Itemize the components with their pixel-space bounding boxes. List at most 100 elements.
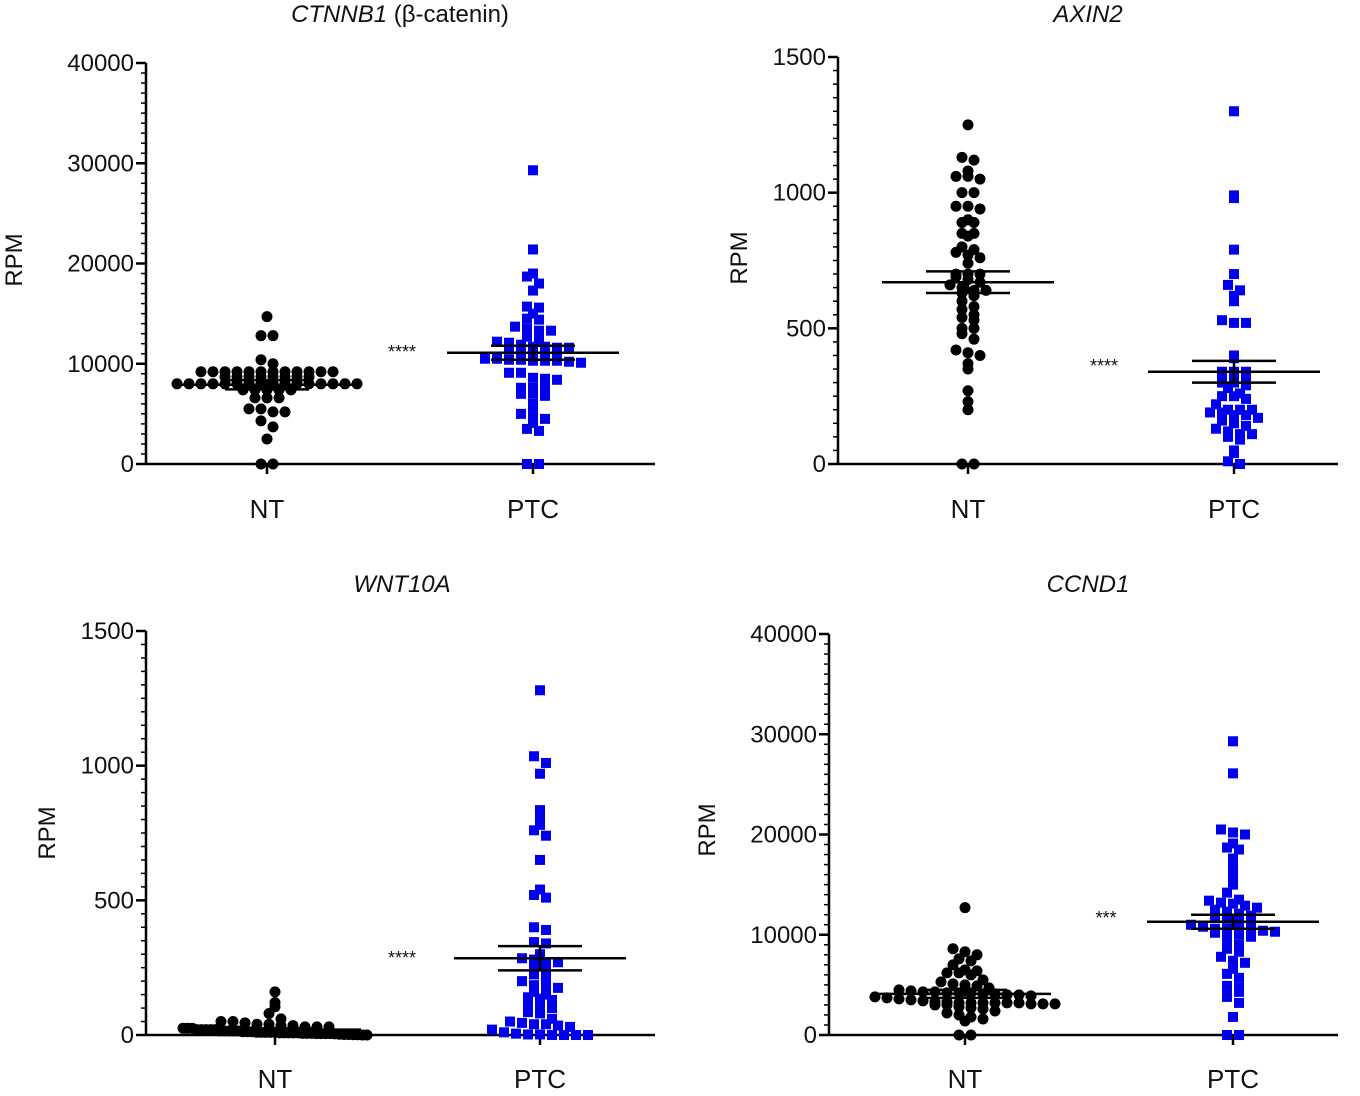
data-point	[559, 1030, 569, 1040]
data-point	[1247, 429, 1257, 440]
data-point	[517, 976, 527, 987]
data-point	[956, 151, 968, 163]
chart-panel-2: WNT10A RPM 0 500 1000 1500 NT PTC ****	[34, 571, 655, 1094]
data-point	[546, 325, 556, 336]
data-point	[1223, 426, 1233, 437]
data-point	[267, 330, 279, 342]
data-point	[269, 986, 281, 998]
data-point	[517, 1017, 527, 1028]
x-category-label: PTC	[507, 494, 559, 524]
significance-marker: ***	[1095, 908, 1116, 928]
data-point	[1234, 997, 1244, 1008]
data-point	[962, 347, 974, 359]
data-point	[956, 295, 968, 307]
data-point	[1228, 861, 1238, 872]
data-point	[1222, 1030, 1232, 1040]
data-point	[968, 322, 980, 334]
data-point	[893, 993, 905, 1005]
data-point	[1258, 925, 1268, 936]
data-point	[968, 154, 980, 166]
data-point	[529, 751, 539, 762]
chart-title: CCND1	[1047, 571, 1130, 598]
data-point	[953, 1029, 965, 1041]
data-point	[977, 1013, 989, 1025]
data-points-PTC	[1205, 106, 1263, 469]
data-point	[529, 922, 539, 933]
data-point	[529, 937, 539, 948]
data-point	[516, 367, 526, 378]
data-point	[528, 268, 538, 279]
data-point	[552, 342, 562, 353]
data-point	[956, 217, 968, 229]
data-point	[528, 388, 538, 399]
data-point	[1222, 842, 1232, 853]
data-point	[547, 994, 557, 1005]
y-tick-label: 30000	[67, 150, 134, 177]
data-point	[564, 356, 574, 367]
data-point	[243, 403, 255, 415]
data-point	[1222, 943, 1232, 954]
y-axis-label: RPM	[694, 803, 721, 856]
data-point	[962, 200, 974, 212]
data-point	[1229, 448, 1239, 459]
data-point	[1222, 887, 1232, 898]
data-point	[869, 991, 881, 1003]
data-point	[255, 403, 267, 415]
data-point	[547, 1003, 557, 1014]
data-point	[522, 323, 532, 334]
data-points-NT	[944, 119, 992, 470]
data-point	[504, 367, 514, 378]
data-point	[1198, 921, 1208, 932]
data-point	[1223, 404, 1233, 415]
data-point	[962, 404, 974, 416]
data-point	[1205, 407, 1215, 418]
data-point	[534, 325, 544, 336]
data-point	[956, 187, 968, 199]
data-point	[1270, 926, 1280, 937]
data-point	[523, 1029, 533, 1040]
data-point	[504, 337, 514, 348]
data-point	[529, 962, 539, 973]
data-point	[261, 433, 273, 445]
data-point	[947, 978, 959, 990]
data-point	[947, 943, 959, 955]
data-point	[950, 170, 962, 182]
data-point	[941, 999, 953, 1011]
data-point	[1234, 1030, 1244, 1040]
x-category-label: PTC	[1207, 1064, 1259, 1094]
data-point	[941, 1007, 953, 1019]
data-point	[1234, 844, 1244, 855]
data-point	[1235, 404, 1245, 415]
data-point	[1228, 873, 1238, 884]
data-point	[522, 271, 532, 282]
data-point	[1216, 951, 1226, 962]
data-point	[1217, 369, 1227, 380]
data-point	[1186, 919, 1196, 930]
data-point	[1229, 244, 1239, 255]
data-point	[953, 1001, 965, 1013]
data-point	[1241, 374, 1251, 385]
data-point	[239, 1017, 251, 1029]
data-point	[1223, 383, 1233, 394]
data-point	[1229, 410, 1239, 421]
data-point	[1234, 946, 1244, 957]
data-point	[1037, 998, 1049, 1010]
data-point	[929, 986, 941, 998]
data-point	[1049, 998, 1061, 1010]
data-point	[522, 313, 532, 324]
data-point	[541, 924, 551, 935]
chart-title-gene: CCND1	[1047, 571, 1130, 598]
data-point	[959, 1015, 971, 1027]
y-tick-label: 20000	[750, 822, 817, 849]
data-point	[935, 976, 947, 988]
data-point	[564, 342, 574, 353]
data-point	[1235, 459, 1245, 469]
data-point	[261, 311, 273, 323]
data-point	[962, 119, 974, 131]
data-point	[528, 285, 538, 296]
chart-title-gene: AXIN2	[1051, 1, 1122, 28]
data-point	[1222, 906, 1232, 917]
data-point	[529, 825, 539, 836]
data-point	[968, 187, 980, 199]
data-point	[541, 938, 551, 949]
